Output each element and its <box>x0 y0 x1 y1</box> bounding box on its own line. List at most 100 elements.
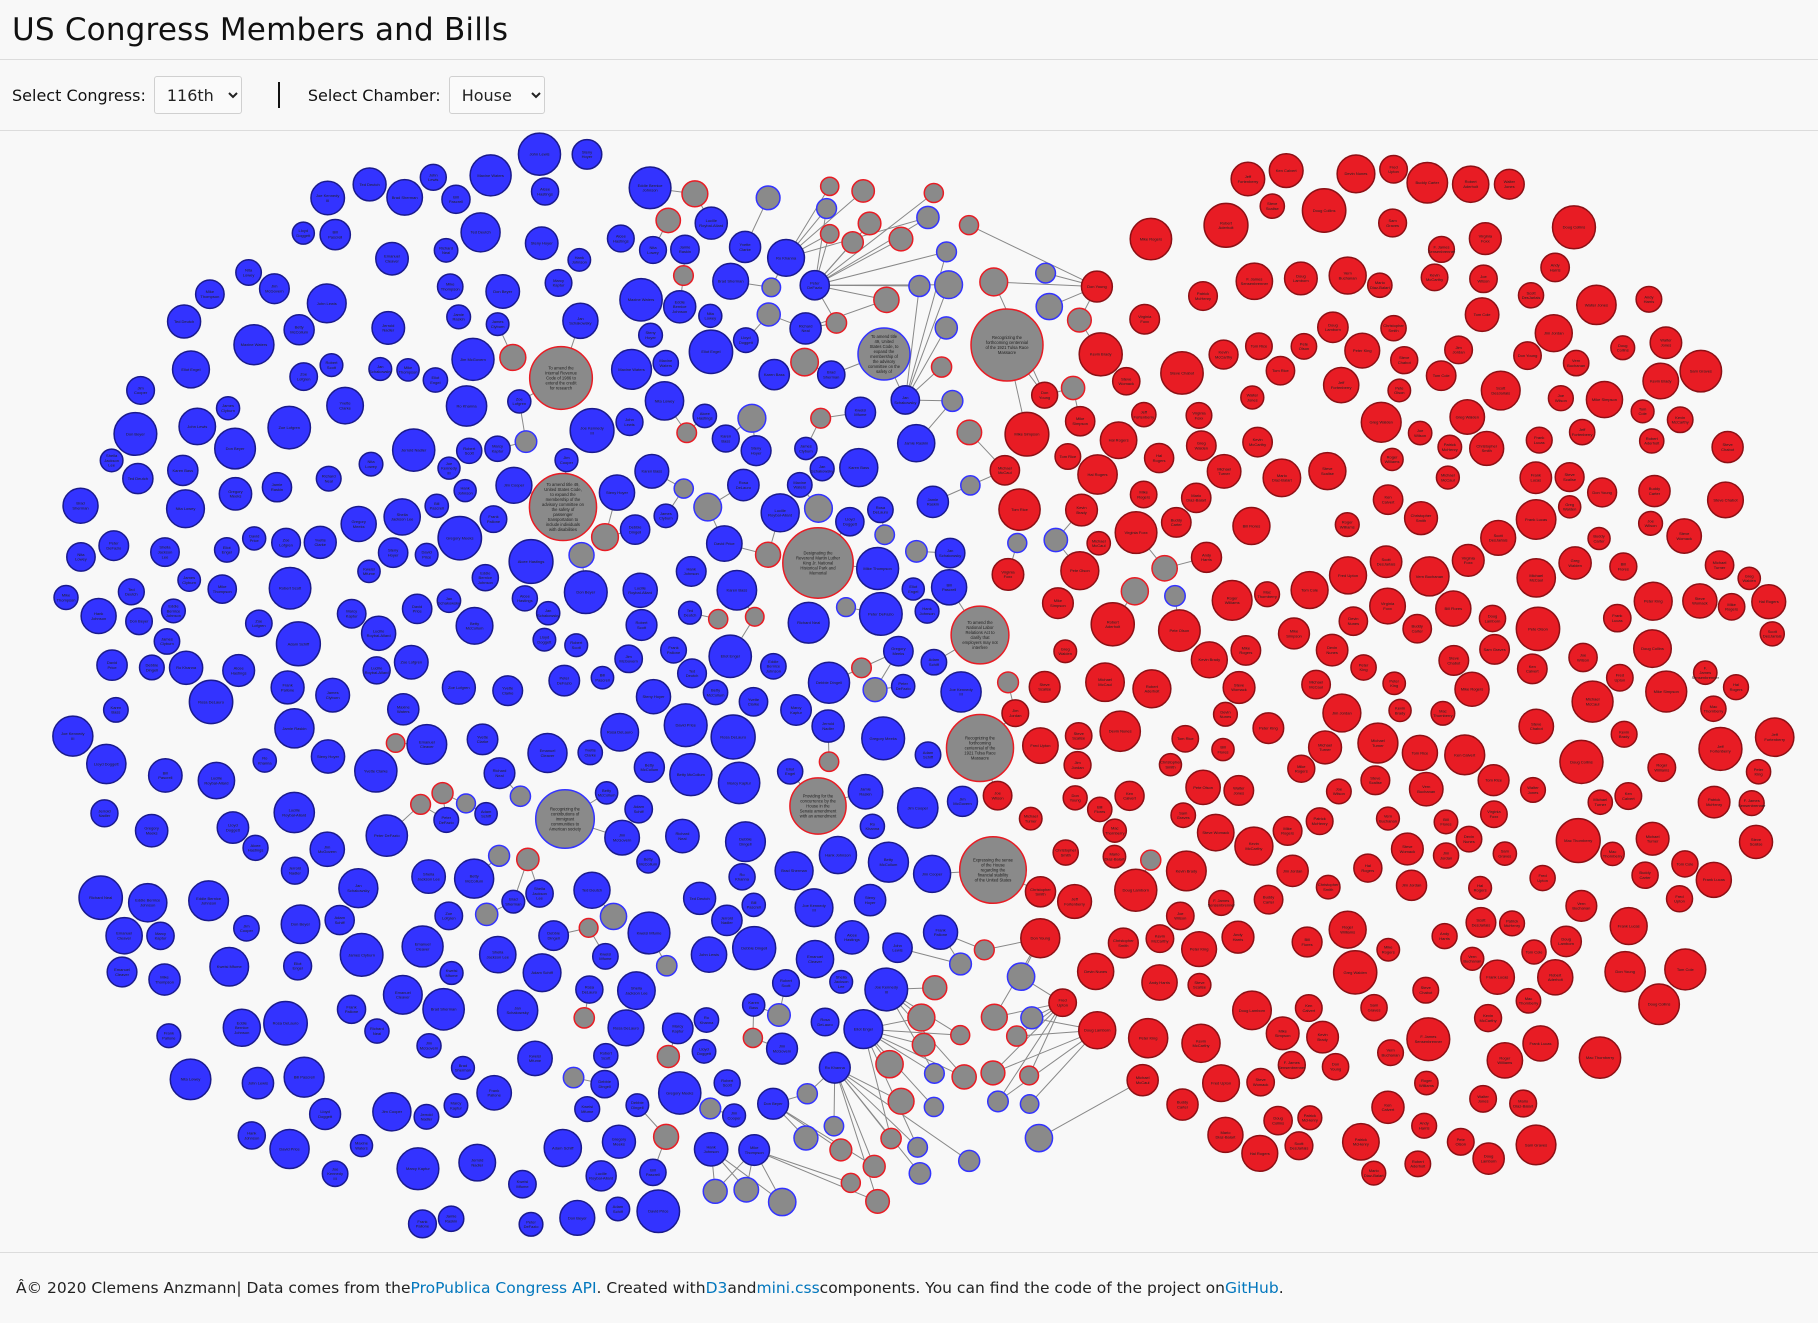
node-circle[interactable] <box>1435 465 1461 490</box>
democrat-member-node[interactable]: Lloyd Doggett <box>216 811 250 845</box>
democrat-member-node[interactable]: Jerrold Nadler <box>391 428 436 472</box>
node-circle[interactable] <box>766 1002 791 1028</box>
democrat-member-node[interactable]: Zoe Lofgren <box>271 527 302 558</box>
node-circle[interactable] <box>244 609 273 638</box>
node-circle[interactable] <box>744 606 765 627</box>
node-circle[interactable] <box>1246 1067 1276 1097</box>
node-circle[interactable] <box>1190 641 1229 679</box>
democrat-member-node[interactable]: Jim Cooper <box>126 375 156 405</box>
republican-member-node[interactable]: Buddy Carter <box>1160 506 1192 538</box>
node-circle[interactable] <box>908 274 931 298</box>
node-circle[interactable] <box>1151 554 1179 582</box>
node-circle[interactable] <box>1430 700 1456 726</box>
node-circle[interactable] <box>673 478 695 499</box>
node-circle[interactable] <box>803 493 834 523</box>
bill-node[interactable] <box>1020 1006 1044 1030</box>
node-circle[interactable] <box>636 1189 681 1234</box>
node-circle[interactable] <box>453 478 477 503</box>
bill-node[interactable] <box>907 1003 936 1032</box>
node-circle[interactable] <box>644 380 685 421</box>
node-circle[interactable] <box>625 1093 650 1118</box>
democrat-member-node[interactable]: James Clyburn <box>339 932 384 977</box>
node-circle[interactable] <box>866 496 894 524</box>
node-circle[interactable] <box>839 447 879 488</box>
node-circle[interactable] <box>843 1009 884 1050</box>
node-circle[interactable] <box>1666 406 1694 434</box>
node-circle[interactable] <box>1141 964 1178 1001</box>
node-circle[interactable] <box>252 748 278 773</box>
node-circle[interactable] <box>615 407 644 437</box>
node-circle[interactable] <box>1253 884 1284 915</box>
node-circle[interactable] <box>563 570 608 615</box>
node-circle[interactable] <box>1307 730 1343 765</box>
node-circle[interactable] <box>1064 493 1099 527</box>
democrat-member-node[interactable]: Robert Scott <box>771 968 801 998</box>
node-circle[interactable] <box>466 723 499 756</box>
node-circle[interactable] <box>590 1069 620 1099</box>
node-circle[interactable] <box>635 678 672 715</box>
republican-member-node[interactable]: Mike Simpson <box>1645 670 1688 713</box>
node-circle[interactable] <box>336 598 367 629</box>
democrat-member-node[interactable]: Jamie Raskin <box>261 471 293 503</box>
democrat-member-node[interactable]: Eliot Engel <box>282 951 313 981</box>
republican-member-node[interactable]: Joe Wilson <box>1568 642 1598 673</box>
node-circle[interactable] <box>705 525 743 563</box>
node-circle[interactable] <box>485 274 521 309</box>
bill-node[interactable] <box>951 1064 977 1090</box>
democrat-member-node[interactable]: Frank Pallone <box>336 994 367 1025</box>
node-circle[interactable] <box>568 541 595 569</box>
node-circle[interactable] <box>652 349 680 377</box>
node-circle[interactable] <box>874 524 896 546</box>
democrat-member-node[interactable]: Richard Neal <box>483 757 516 790</box>
node-circle[interactable] <box>1305 807 1334 836</box>
node-circle[interactable] <box>385 733 406 754</box>
bill-node[interactable] <box>673 478 695 499</box>
republican-member-node[interactable]: Michael Turner <box>1018 806 1043 831</box>
democrat-member-node[interactable]: Nita Lowey <box>644 380 685 421</box>
democrat-member-node[interactable]: Jamie Raskin <box>847 773 884 810</box>
node-circle[interactable] <box>1241 1134 1279 1173</box>
democrat-member-node[interactable]: Peter DeFazio <box>890 673 916 699</box>
node-circle[interactable] <box>393 644 429 680</box>
democrat-member-node[interactable]: Yvette Clarke <box>326 386 365 425</box>
republican-member-node[interactable]: Mario Diaz-Balart <box>1366 272 1393 299</box>
republican-member-node[interactable]: Doug Collins <box>1301 188 1347 233</box>
republican-member-node[interactable]: Walter Jones <box>1469 1084 1498 1113</box>
node-circle[interactable] <box>554 447 579 473</box>
node-circle[interactable] <box>865 1188 891 1214</box>
democrat-member-node[interactable]: Eddie Bernice Johnson <box>127 882 168 923</box>
democrat-member-node[interactable]: Mike Thompson <box>436 273 464 301</box>
bill-node[interactable] <box>923 182 945 204</box>
republican-member-node[interactable]: Mike Rogers <box>1230 634 1262 666</box>
node-circle[interactable] <box>1052 839 1080 866</box>
node-circle[interactable] <box>1086 530 1112 556</box>
democrat-member-node[interactable]: Brad Sherman <box>712 262 750 300</box>
democrat-member-node[interactable]: Richard Neal <box>364 1018 390 1044</box>
republican-member-node[interactable]: Mike Rogers <box>1717 592 1746 621</box>
node-circle[interactable] <box>437 456 461 480</box>
node-circle[interactable] <box>637 322 664 348</box>
node-circle[interactable] <box>1019 1065 1040 1086</box>
node-circle[interactable] <box>1332 950 1378 995</box>
node-circle[interactable] <box>1409 556 1450 597</box>
node-circle[interactable] <box>90 799 119 828</box>
node-circle[interactable] <box>1401 734 1439 772</box>
node-circle[interactable] <box>1645 670 1688 713</box>
bill-node[interactable] <box>796 1082 819 1105</box>
republican-member-node[interactable]: Fred Upton <box>1665 885 1694 913</box>
bill-node[interactable] <box>755 185 781 211</box>
republican-member-node[interactable]: Virginia Foxx <box>1185 401 1213 430</box>
node-circle[interactable] <box>527 732 568 774</box>
republican-member-node[interactable]: Bill Flores <box>1086 796 1113 823</box>
republican-member-node[interactable]: Devin Nunes <box>1336 154 1376 194</box>
node-circle[interactable] <box>728 230 762 264</box>
bill-node[interactable] <box>922 974 948 1001</box>
node-circle[interactable] <box>1235 262 1274 301</box>
node-circle[interactable] <box>499 343 527 372</box>
democrat-member-node[interactable]: Robert Scott <box>625 608 658 642</box>
democrat-member-node[interactable]: Ted Deutch <box>677 600 703 625</box>
node-circle[interactable] <box>1322 366 1360 404</box>
node-circle[interactable] <box>1473 1003 1503 1033</box>
republican-member-node[interactable]: Steve Scalise <box>1360 765 1391 796</box>
republican-member-node[interactable]: Kevin McCarthy <box>1242 426 1274 458</box>
